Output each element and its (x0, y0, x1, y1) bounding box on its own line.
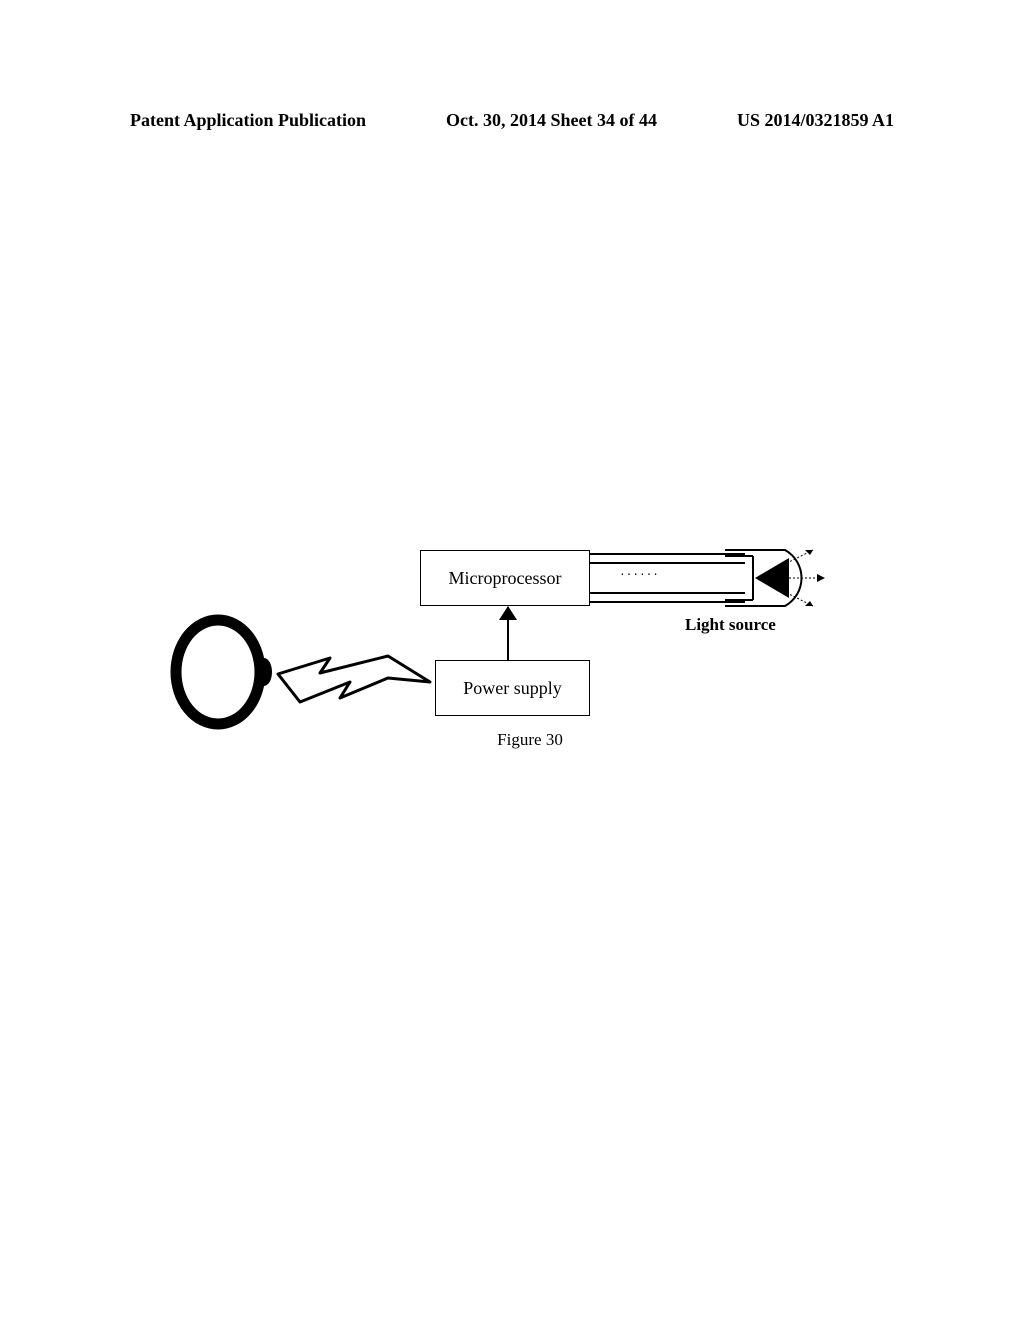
figure-30-diagram: Microprocessor Power supply ······ (170, 550, 890, 810)
bus-ellipsis: ······ (620, 568, 660, 584)
power-supply-box: Power supply (435, 660, 590, 716)
page-header: Patent Application Publication Oct. 30, … (130, 110, 894, 131)
power-supply-label: Power supply (463, 678, 562, 699)
microprocessor-box: Microprocessor (420, 550, 590, 606)
microprocessor-label: Microprocessor (449, 568, 562, 589)
header-left: Patent Application Publication (130, 110, 366, 131)
light-source-label: Light source (685, 615, 776, 635)
figure-caption: Figure 30 (497, 730, 563, 750)
header-right: US 2014/0321859 A1 (737, 110, 894, 131)
bus-lines: ······ (590, 550, 745, 606)
ring-and-zigzag (170, 610, 440, 730)
arrowhead-power-to-micro (499, 606, 517, 620)
header-center: Oct. 30, 2014 Sheet 34 of 44 (446, 110, 657, 131)
light-source-icon (725, 542, 835, 614)
